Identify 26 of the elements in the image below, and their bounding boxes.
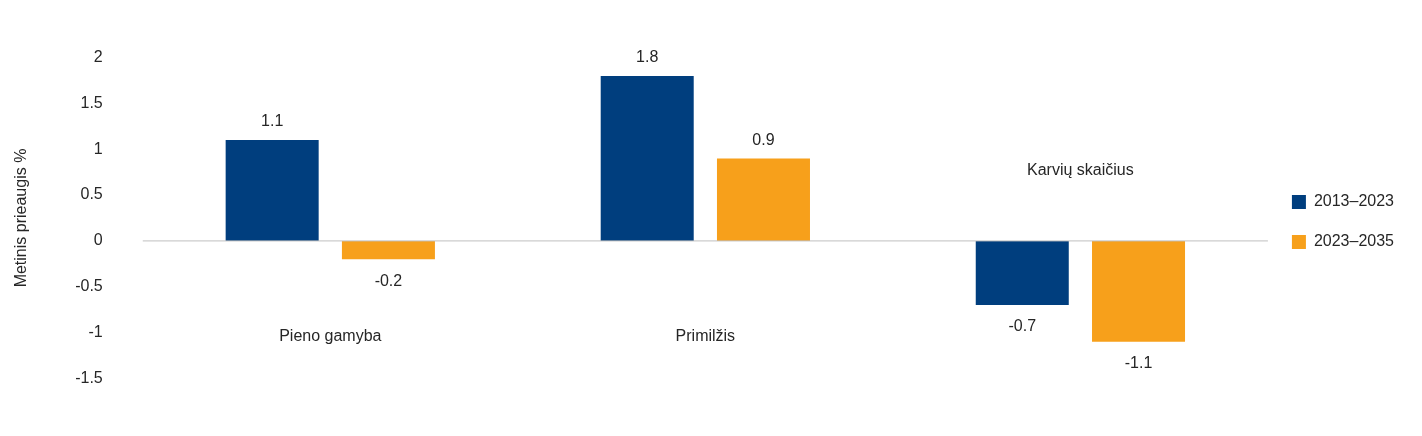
data-label: -0.2 [374,271,403,289]
y-axis-title: Metinis prieaugis % [12,148,30,288]
data-label: -0.7 [1008,317,1037,335]
bar [600,75,694,241]
data-label: 1.1 [261,112,284,130]
data-label: 1.8 [636,48,659,66]
bar [1092,240,1186,342]
y-tick-label: 1 [93,139,103,157]
x-tick-label: Primilžis [675,327,736,345]
bar [341,240,435,260]
data-label: -1.1 [1124,354,1153,372]
data-label: 0.9 [752,130,775,148]
y-tick-label: -0.5 [75,277,103,295]
y-tick-label: 2 [93,48,103,66]
bar [975,240,1069,306]
x-tick-label: Pieno gamyba [279,327,382,345]
bar [225,140,319,241]
legend-label: 2013–2023 [1313,192,1395,210]
y-tick-label: -1.5 [75,368,103,386]
y-tick-label: 1.5 [80,93,103,111]
legend-label: 2023–2035 [1313,232,1395,250]
y-tick-label: -1 [88,322,103,340]
y-tick-label: 0 [93,231,103,249]
x-tick-label: Karvių skaičius [1027,161,1134,179]
y-tick-label: 0.5 [80,185,103,203]
bar [716,158,810,241]
